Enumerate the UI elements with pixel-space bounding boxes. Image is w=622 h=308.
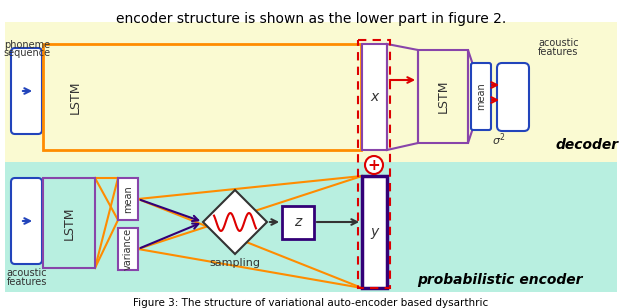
Text: encoder structure is shown as the lower part in figure 2.: encoder structure is shown as the lower …	[116, 12, 506, 26]
Text: probabilistic encoder: probabilistic encoder	[417, 273, 583, 287]
Text: LSTM: LSTM	[62, 206, 75, 240]
Text: mean: mean	[123, 185, 133, 213]
Bar	[118, 228, 138, 270]
Bar	[43, 44, 361, 150]
Text: features: features	[538, 47, 578, 57]
FancyBboxPatch shape	[471, 63, 491, 130]
Text: features: features	[7, 277, 47, 287]
Bar	[118, 178, 138, 220]
Text: acoustic: acoustic	[7, 268, 47, 278]
Bar	[282, 206, 314, 239]
Text: variance: variance	[123, 228, 133, 270]
Text: LSTM: LSTM	[68, 80, 81, 114]
Text: sequence: sequence	[4, 48, 50, 58]
FancyBboxPatch shape	[11, 48, 42, 134]
Text: +: +	[368, 157, 381, 172]
FancyBboxPatch shape	[11, 178, 42, 264]
Text: x: x	[370, 90, 378, 104]
Bar	[358, 40, 390, 288]
Text: mean: mean	[476, 82, 486, 110]
Bar	[362, 44, 387, 150]
Text: phoneme: phoneme	[4, 40, 50, 50]
Text: LSTM: LSTM	[437, 79, 450, 113]
Bar	[5, 22, 617, 162]
Text: decoder: decoder	[555, 138, 618, 152]
Circle shape	[365, 156, 383, 174]
Bar	[5, 162, 617, 292]
Text: y: y	[370, 225, 378, 239]
Bar	[418, 50, 468, 143]
Text: $\sigma^2$: $\sigma^2$	[492, 132, 506, 148]
Bar	[43, 178, 95, 268]
FancyBboxPatch shape	[497, 63, 529, 131]
Text: sampling: sampling	[210, 258, 261, 268]
Polygon shape	[203, 190, 267, 254]
Bar	[362, 176, 387, 288]
Text: z: z	[294, 215, 302, 229]
Text: Figure 3: The structure of variational auto-encoder based dysarthric: Figure 3: The structure of variational a…	[133, 298, 489, 308]
Text: acoustic: acoustic	[538, 38, 578, 48]
